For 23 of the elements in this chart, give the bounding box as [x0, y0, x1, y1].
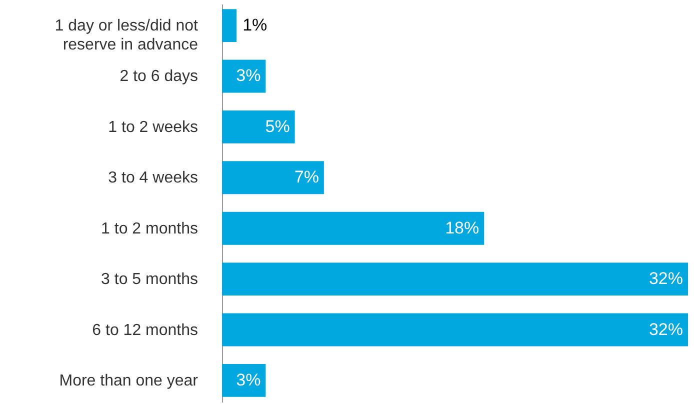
data-label: 3% — [236, 66, 261, 86]
bar — [222, 262, 688, 296]
y-tick-label: 2 to 6 days — [120, 68, 198, 86]
bar — [222, 212, 484, 245]
data-label: 32% — [648, 269, 683, 288]
y-tick-label: 1 day or less/did not reserve in advance — [54, 18, 199, 54]
bar — [222, 313, 688, 346]
y-tick-label: 1 to 2 weeks — [108, 118, 198, 136]
bar — [222, 364, 266, 397]
data-label: 18% — [445, 218, 480, 238]
data-label: 3% — [236, 370, 261, 390]
y-tick-label: 6 to 12 months — [92, 322, 198, 339]
data-label: 1% — [242, 16, 268, 35]
data-label: 5% — [265, 116, 290, 136]
data-label: 32% — [648, 320, 683, 339]
y-tick-label: 1 to 2 months — [101, 220, 198, 238]
bar — [222, 9, 237, 42]
y-tick-label: 3 to 4 weeks — [108, 170, 198, 187]
y-tick-label: 3 to 5 months — [101, 271, 198, 288]
bar — [222, 161, 324, 194]
y-tick-label: More than one year — [59, 372, 199, 390]
bar — [222, 110, 295, 144]
data-label: 7% — [294, 168, 319, 187]
